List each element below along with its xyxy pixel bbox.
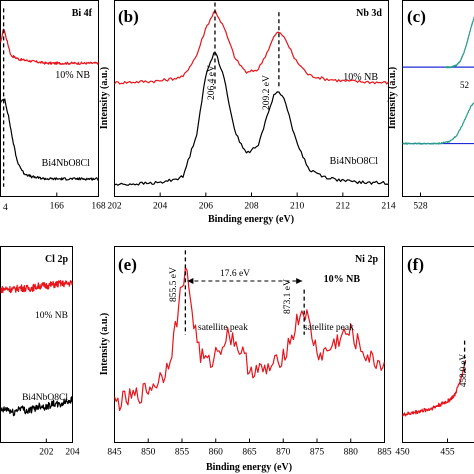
panel-f-series-0 <box>402 359 467 417</box>
panel-a-legend-black: Bi4NbO8Cl <box>42 158 91 169</box>
panel-c-plot <box>402 15 474 145</box>
panel-c-series-1 <box>402 101 474 145</box>
panel-a-series-0 <box>0 28 99 66</box>
panel-f-frame <box>402 246 474 443</box>
panel-e-satellite-label-2: satellite peak <box>304 323 354 333</box>
panel-e-arrowhead-left <box>187 278 194 284</box>
panel-e-peak-label-2: 873.1 eV <box>283 279 293 314</box>
panel-c-partial-tick: 52 <box>460 80 469 90</box>
panel-a-tick-label-1: 168 <box>91 202 106 212</box>
panel-b-ylabel: Intensity (a.u.) <box>99 67 110 130</box>
panel-d-series-0 <box>0 279 73 294</box>
panel-f-partial-label: 458.0 eV <box>458 354 468 387</box>
panel-b-legend-black: Bi4NbO8Cl <box>330 156 379 167</box>
panel-d-legend-black: Bi4NbO8Cl <box>22 393 68 403</box>
panel-f-plot <box>402 359 467 417</box>
panel-b-tick-label-0: 202 <box>107 202 122 212</box>
panel-b-legend-red: 10% NB <box>343 72 378 83</box>
panel-e-tick-label-4: 865 <box>242 448 257 458</box>
panel-e-tick-label-6: 875 <box>310 448 325 458</box>
panel-a-corner-label: Bi 4f <box>72 8 93 19</box>
panel-b-corner-label: Nb 3d <box>356 8 382 19</box>
panel-b-tick-label-3: 208 <box>244 202 259 212</box>
panel-b-series-1 <box>114 52 389 186</box>
panel-b-plot <box>114 10 389 186</box>
panel-a-frame <box>0 0 99 197</box>
panel-d-tick-label-1: 204 <box>65 448 80 458</box>
panel-c-frame <box>402 0 474 197</box>
panel-a-edge-tick: 4 <box>3 203 8 213</box>
panel-b-series-0 <box>114 10 389 85</box>
panel-b-tick-label-1: 204 <box>153 202 168 212</box>
panel-c-tick-label-0: 528 <box>413 202 428 212</box>
panel-a-plot <box>0 28 99 181</box>
panel-e-tick-label-7: 880 <box>344 448 359 458</box>
panel-d-plot <box>0 279 73 417</box>
panel-c-series-0 <box>445 15 474 69</box>
panel-f-tick-label-1: 455 <box>440 448 455 458</box>
panel-e-splitting-label: 17.6 eV <box>220 269 250 279</box>
panel-d-corner-label: Cl 2p <box>45 254 69 265</box>
panel-e-corner-label: Ni 2p <box>355 254 379 265</box>
panel-e-tick-label-0: 845 <box>107 448 122 458</box>
panel-c-ylabel: Intensity (a.u.) <box>387 67 398 130</box>
panel-b-peak-label-2: 209.2 eV <box>262 75 272 110</box>
panel-e-tick-label-1: 850 <box>141 448 156 458</box>
panel-e-tick-label-8: 885 <box>377 448 392 458</box>
panel-d-frame <box>0 246 73 443</box>
panel-e-satellite-label-1: satellite peak <box>198 323 248 333</box>
panel-letter-e: (e) <box>118 255 137 274</box>
panel-e-series-0 <box>114 267 385 412</box>
panel-e-peak-label-1: 855.5 eV <box>169 267 179 302</box>
panel-e-ylabel: Intensity (a.u.) <box>99 313 110 376</box>
panel-e-xlabel: Binding energy (eV) <box>206 462 292 473</box>
panel-letter-b: (b) <box>118 7 139 26</box>
panel-e-arrowhead-right <box>296 278 303 284</box>
panel-d-tick-label-0: 202 <box>39 448 54 458</box>
panel-b-xlabel: Binding energy (eV) <box>208 214 294 225</box>
panel-e-tick-label-2: 855 <box>175 448 190 458</box>
panel-a-tick-label-0: 166 <box>50 202 65 212</box>
panel-d-legend-red: 10% NB <box>35 311 68 321</box>
panel-b-frame <box>114 0 389 197</box>
panel-e-tick-label-3: 860 <box>209 448 224 458</box>
panel-b-tick-label-4: 210 <box>290 202 305 212</box>
panel-f-tick-label-0: 450 <box>395 448 410 458</box>
panel-a-series-1 <box>0 98 99 181</box>
panel-b-tick-label-6: 214 <box>381 202 396 212</box>
panel-letter-c: (c) <box>407 7 426 26</box>
panel-b-tick-label-2: 206 <box>199 202 214 212</box>
panel-b-tick-label-5: 212 <box>336 202 351 212</box>
panel-e-legend: 10% NB <box>324 274 361 285</box>
panel-e-tick-label-5: 870 <box>276 448 291 458</box>
panel-d-series-1 <box>0 396 73 417</box>
panel-b-peak-label-1: 206.4 eV <box>207 65 217 100</box>
panel-letter-f: (f) <box>407 255 424 274</box>
panel-a-legend-red: 10% NB <box>55 70 90 81</box>
panel-e-plot <box>114 267 385 412</box>
